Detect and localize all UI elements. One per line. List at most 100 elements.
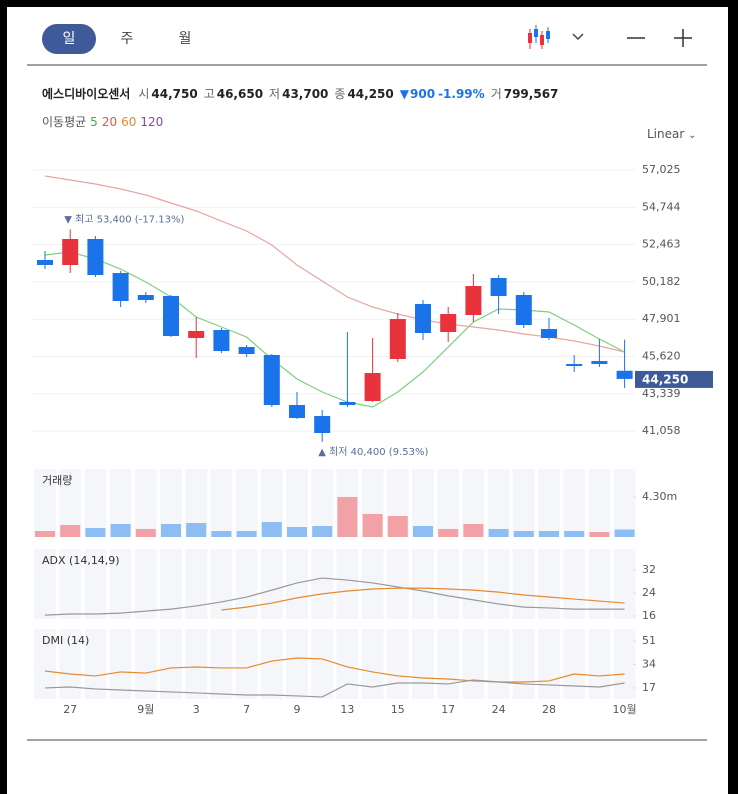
x-tick-label: 7: [243, 703, 250, 716]
panel-column: [538, 629, 560, 699]
volume-bar: [387, 516, 408, 537]
volume-bar: [539, 531, 559, 537]
y-tick-label: 57,025: [642, 163, 681, 176]
y-tick-label: 51: [642, 634, 656, 647]
y-tick-label: 32: [642, 563, 656, 576]
candle-body: [163, 296, 179, 337]
y-tick-label: 17: [642, 681, 656, 694]
low-annotation: ▲ 최저 40,400 (9.53%): [318, 446, 428, 458]
volume-bar: [161, 524, 181, 537]
candle-body: [238, 347, 255, 355]
panel-title: 거래량: [42, 474, 72, 487]
y-tick-label: 47,901: [642, 312, 681, 325]
volume-bar: [35, 531, 55, 537]
volume-bar: [85, 528, 106, 537]
high-annotation: ▼ 최고 53,400 (-17.13%): [64, 213, 184, 225]
candle-body: [515, 295, 532, 326]
panel-column: [487, 469, 510, 537]
panel-column: [210, 629, 233, 699]
panel-column: [412, 469, 434, 537]
panel-column: [84, 469, 107, 537]
panel-column: [311, 629, 334, 699]
quote-key: 종: [334, 87, 346, 101]
volume-bar: [564, 531, 585, 537]
line-series: [221, 587, 625, 611]
panel-column: [613, 549, 636, 619]
tab[interactable]: 주: [120, 31, 134, 47]
y-tick-label: 54,744: [642, 200, 681, 213]
ma-legend: 이동평균 5 20 60 120: [42, 113, 163, 130]
volume-bar: [614, 529, 635, 537]
chart-type-button[interactable]: [528, 25, 584, 49]
candle-body: [440, 314, 457, 333]
panel-column: [34, 549, 56, 619]
quote-value: 44,250: [347, 87, 394, 101]
panel-title: DMI (14): [42, 634, 89, 647]
scale-toggle[interactable]: Linear ⌄: [647, 127, 697, 141]
volume-bar: [438, 529, 459, 537]
panel-column: [59, 629, 82, 699]
panel-column: [462, 549, 485, 619]
candle-body: [591, 361, 608, 365]
panel-column: [462, 629, 485, 699]
quote-value: 799,567: [503, 87, 559, 101]
candle-body: [37, 260, 53, 266]
y-tick-label: 16: [642, 609, 656, 622]
candle-body: [87, 238, 104, 276]
panel-column: [361, 549, 384, 619]
quote-key: 고: [203, 87, 215, 101]
panel-column: [437, 549, 460, 619]
candle-body: [314, 416, 331, 434]
panel-column: [109, 629, 132, 699]
tab[interactable]: 월: [178, 31, 192, 47]
candle-body: [62, 238, 79, 266]
x-tick-label: 24: [492, 703, 506, 716]
y-tick-label: 41,058: [642, 424, 681, 437]
panel-column: [487, 629, 510, 699]
panel-column: [512, 469, 535, 537]
candle-body: [566, 364, 583, 367]
change-amount: 900: [410, 87, 436, 101]
y-tick-label: 34: [642, 657, 656, 670]
panel-column: [185, 629, 208, 699]
panel-column: [512, 549, 535, 619]
panel-column: [336, 549, 359, 619]
panel-column: [588, 629, 611, 699]
panel-column: [462, 469, 485, 537]
panel-column: [160, 549, 182, 619]
quote-line: 에스디바이오센서 시 44,750 고 46,650 저 43,700 종 44,250 ▼900…: [42, 85, 564, 102]
stock-name: 에스디바이오센서: [42, 87, 131, 101]
panel-column: [563, 549, 586, 619]
line-series: [44, 251, 625, 408]
x-tick-label: 9월: [137, 703, 154, 716]
panel-column: [487, 549, 510, 619]
panel-column: [34, 629, 56, 699]
scale-label[interactable]: Linear: [647, 127, 685, 141]
panel-column: [210, 549, 233, 619]
volume-bar: [135, 529, 156, 537]
panel-column: [286, 469, 308, 537]
x-tick-label: 15: [391, 703, 405, 716]
ma-period: 60: [121, 115, 137, 129]
zoom-in[interactable]: [674, 29, 692, 47]
panel-column: [286, 549, 308, 619]
candle-body: [137, 295, 154, 301]
panel-column: [59, 469, 82, 537]
panel-column: [260, 629, 283, 699]
tab[interactable]: 일: [42, 24, 96, 54]
panel-column: [210, 469, 233, 537]
panel-column: [613, 469, 636, 537]
panel-column: [563, 469, 586, 537]
current-price-tag: [635, 370, 713, 388]
panel-column: [134, 549, 157, 619]
panel-column: [563, 629, 586, 699]
x-tick-label: 13: [340, 703, 354, 716]
panel-column: [84, 629, 107, 699]
panel-column: [538, 469, 560, 537]
panel-title: ADX (14,14,9): [42, 554, 120, 567]
volume-bar: [261, 522, 282, 537]
y-tick-label: 50,182: [642, 275, 681, 288]
quote-key: 거: [490, 87, 502, 101]
volume-bar: [211, 531, 232, 537]
